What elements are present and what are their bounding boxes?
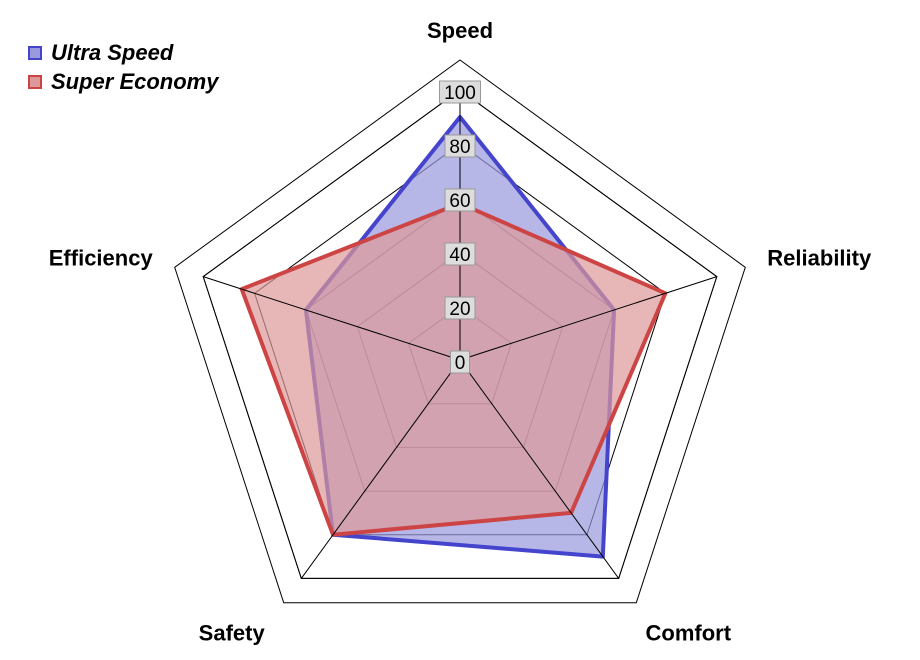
- tick-box-100: [439, 80, 481, 104]
- axis-line-comfort: [459, 359, 620, 579]
- tick-box-80: [444, 134, 476, 158]
- legend: Ultra Speed Super Economy: [28, 38, 218, 96]
- tick-box-60: [444, 188, 476, 212]
- axis-label-layer: Speed Reliability Comfort Safety Efficiency: [49, 18, 872, 646]
- tick-label-100: 100: [444, 83, 476, 104]
- axis-label-comfort: Comfort: [646, 621, 732, 646]
- grid-ring-100: [202, 89, 718, 579]
- axis-label-efficiency: Efficiency: [49, 245, 154, 270]
- axis-label-safety: Safety: [199, 621, 266, 646]
- series-layer: [239, 115, 668, 559]
- axis-label-reliability: Reliability: [767, 245, 872, 270]
- legend-item-super-economy: Super Economy: [28, 67, 218, 96]
- legend-swatch-ultra-speed: [28, 45, 42, 60]
- grid-ring-outer-frame: [174, 59, 746, 604]
- axis-line-safety: [300, 359, 461, 579]
- axis-line-reliability: [459, 276, 717, 361]
- legend-swatch-super-economy: [28, 74, 42, 89]
- tick-layer: 0 20 40 60 80 100: [439, 80, 481, 374]
- tick-label-0: 0: [455, 353, 466, 374]
- tick-label-80: 80: [449, 137, 470, 158]
- tick-box-40: [444, 242, 476, 266]
- legend-item-ultra-speed: Ultra Speed: [28, 38, 218, 67]
- legend-label-super-economy: Super Economy: [51, 68, 219, 94]
- axis-label-speed: Speed: [427, 18, 493, 43]
- tick-label-20: 20: [449, 299, 470, 320]
- tick-label-40: 40: [449, 245, 470, 266]
- tick-box-0: [450, 350, 470, 374]
- tick-label-60: 60: [449, 191, 470, 212]
- legend-label-ultra-speed: Ultra Speed: [51, 39, 174, 65]
- axis-line-efficiency: [203, 276, 461, 361]
- tick-box-20: [444, 296, 476, 320]
